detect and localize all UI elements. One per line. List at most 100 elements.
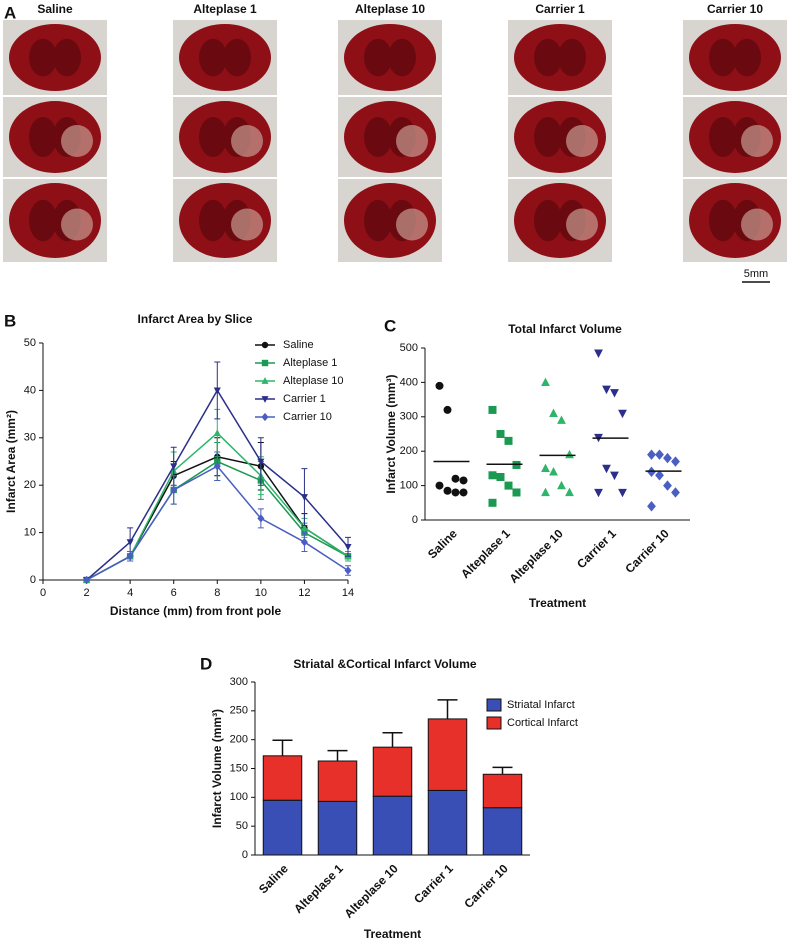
x-tick-label: Alteplase 1 (291, 861, 346, 916)
error-bar (327, 749, 348, 762)
column-label: Alteplase 1 (193, 2, 257, 16)
y-tick-label: 30 (24, 432, 36, 444)
panel-letter: A (4, 3, 16, 22)
x-tick-label: Carrier 10 (461, 861, 511, 911)
marker (300, 537, 308, 547)
panel-letter: D (200, 654, 212, 673)
brain-detail (534, 117, 562, 157)
marker (261, 377, 269, 384)
chart-title: Infarct Area by Slice (138, 312, 253, 326)
y-tick-label: 300 (400, 411, 418, 423)
marker (261, 396, 269, 403)
legend-label: Saline (283, 339, 314, 351)
marker (459, 476, 468, 485)
y-tick-label: 100 (230, 791, 248, 803)
x-tick-label: 12 (298, 587, 310, 599)
y-tick-label: 300 (230, 676, 248, 688)
marker (671, 456, 680, 467)
marker (557, 415, 566, 424)
marker (671, 487, 680, 498)
x-tick-label: 6 (171, 587, 177, 599)
y-tick-label: 100 (400, 480, 418, 492)
x-tick-label: Alteplase 10 (506, 526, 566, 586)
x-tick-label: Saline (256, 861, 291, 896)
column-label: Saline (37, 2, 73, 16)
marker (488, 405, 497, 414)
marker (435, 381, 444, 390)
x-tick-label: 4 (127, 587, 133, 599)
bar-segment (262, 799, 303, 856)
marker (602, 385, 611, 395)
y-tick-label: 0 (242, 849, 248, 861)
x-tick-label: 10 (255, 587, 267, 599)
error-bar (492, 766, 513, 775)
brain-detail (223, 38, 251, 77)
y-tick-label: 40 (24, 384, 36, 396)
x-tick-label: Saline (425, 526, 460, 561)
marker (594, 349, 603, 358)
y-axis-label: Infarct Area (mm²) (4, 410, 18, 513)
marker (557, 480, 566, 490)
legend-label: Alteplase 1 (283, 357, 337, 369)
infarct (566, 125, 598, 157)
marker (126, 539, 134, 546)
marker (261, 341, 269, 349)
marker (443, 405, 452, 414)
marker (170, 485, 178, 495)
marker (496, 430, 505, 438)
bar-segment (372, 795, 413, 856)
marker (663, 480, 672, 491)
marker (257, 514, 265, 523)
y-tick-label: 50 (236, 820, 248, 832)
brain-detail (199, 38, 227, 77)
bar-segment (482, 773, 523, 809)
series-line (86, 465, 349, 581)
brain-detail (53, 38, 81, 77)
y-tick-label: 0 (30, 574, 36, 586)
legend-swatch (486, 698, 502, 712)
brain-detail (199, 117, 227, 157)
marker (565, 487, 574, 497)
marker (435, 481, 444, 490)
marker (594, 488, 603, 498)
infarct (61, 208, 93, 241)
brain-detail (364, 199, 392, 242)
marker (300, 524, 308, 531)
column-label: Carrier 10 (707, 2, 763, 16)
y-tick-label: 10 (24, 527, 36, 539)
marker (647, 501, 656, 512)
marker (541, 377, 550, 386)
y-tick-label: 20 (24, 479, 36, 491)
marker (618, 409, 627, 419)
marker (496, 473, 505, 481)
brain-detail (29, 117, 57, 157)
marker (344, 543, 352, 551)
panel-letter: C (384, 316, 396, 335)
infarct (566, 208, 598, 241)
scale-label: 5mm (744, 268, 768, 280)
x-tick-label: Carrier 1 (574, 526, 619, 571)
brain-detail (364, 38, 392, 77)
marker (488, 471, 497, 480)
bar-segment (427, 789, 468, 856)
brain-detail (709, 38, 737, 77)
brain-detail (29, 199, 57, 242)
y-tick-label: 50 (24, 337, 36, 349)
legend-label: Cortical Infarct (507, 717, 578, 729)
infarct (231, 125, 263, 157)
brain-detail (733, 38, 761, 77)
bar-segment (317, 800, 358, 856)
x-tick-label: Alteplase 10 (341, 861, 401, 921)
marker (504, 436, 513, 445)
marker (213, 429, 221, 436)
legend-label: Alteplase 10 (283, 375, 344, 387)
brain-detail (709, 117, 737, 157)
marker (610, 389, 619, 398)
bar-segment (427, 718, 468, 791)
brain-detail (29, 38, 57, 77)
marker (451, 474, 460, 483)
marker (618, 488, 627, 498)
brain-detail (709, 199, 737, 242)
y-tick-label: 400 (400, 376, 418, 388)
